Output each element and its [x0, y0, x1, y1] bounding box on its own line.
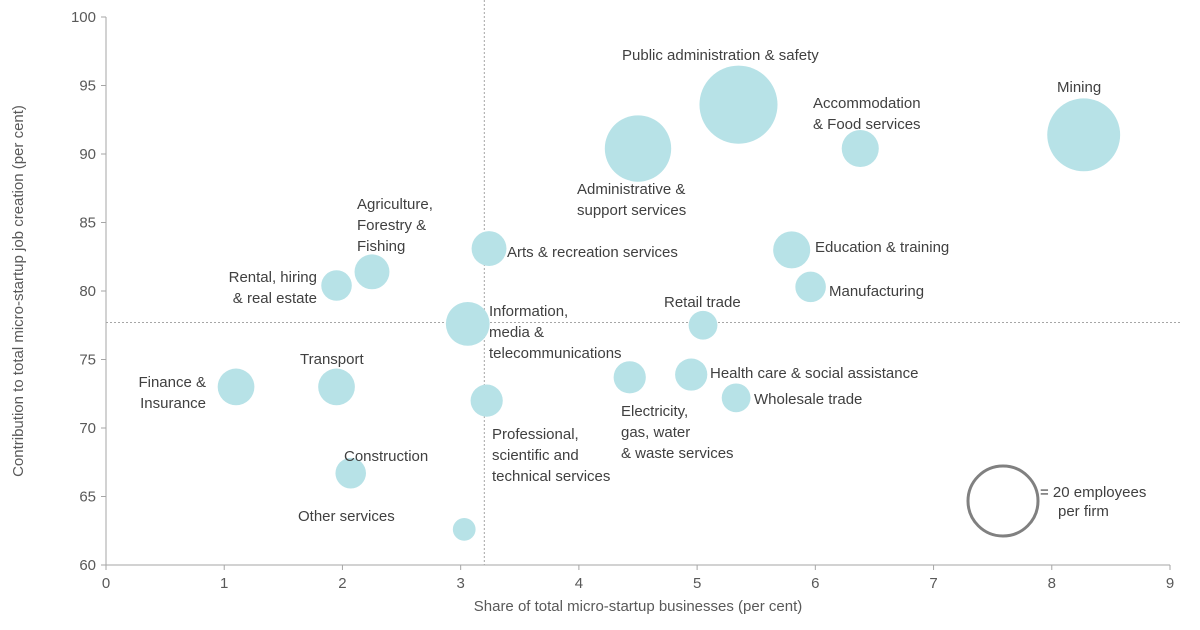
- axis-ticks: 0 1 2 3 4 5 6 7 8 9 60 65 70 75 80 85 90 95 100: [71, 9, 1174, 592]
- bubble-label: Arts & recreation services: [507, 244, 678, 261]
- x-tick-label: 2: [338, 575, 346, 592]
- bubble: Arts & recreation services: [471, 231, 507, 266]
- bubble: Administrative & support services: [604, 115, 672, 182]
- y-tick-label: 90: [79, 146, 96, 163]
- bubble-label: Manufacturing: [829, 283, 924, 300]
- bubble-label: Rental, hiring & real estate: [229, 269, 317, 307]
- y-tick-label: 85: [79, 215, 96, 232]
- bubble-label: Retail trade: [664, 294, 741, 311]
- x-axis-title: Share of total micro-startup businesses …: [474, 598, 802, 615]
- x-tick-label: 7: [929, 575, 937, 592]
- bubble: Wholesale trade: [721, 383, 751, 413]
- bubble: Construction: [335, 457, 366, 489]
- bubbles: Public administration & safety Mining Admi…: [217, 65, 1121, 541]
- bubble: Finance & Insurance: [217, 368, 255, 406]
- x-tick-label: 5: [693, 575, 701, 592]
- x-tick-label: 3: [456, 575, 464, 592]
- y-tick-label: 70: [79, 420, 96, 437]
- bubble: Health care & social assistance: [675, 358, 708, 391]
- bubble-label: Health care & social assistance: [710, 365, 918, 382]
- bubble: Accommodation & Food services: [841, 129, 879, 168]
- reference-lines: [106, 0, 1182, 565]
- bubble-label: Construction: [344, 448, 428, 465]
- y-tick-label: 100: [71, 9, 96, 26]
- bubble-label: Professional, scientific and technical ser…: [492, 426, 610, 485]
- bubble-labels: Public administration & safety Mining Admi…: [138, 47, 1101, 525]
- size-legend: = 20 employees per firm: [966, 464, 1146, 538]
- legend-label: = 20 employees per firm: [1040, 484, 1146, 520]
- x-tick-label: 1: [220, 575, 228, 592]
- bubble-label: Other services: [298, 508, 395, 525]
- y-tick-label: 95: [79, 78, 96, 95]
- bubble-label: Administrative & support services: [577, 181, 686, 219]
- bubble-label: Wholesale trade: [754, 391, 862, 408]
- bubble-label: Mining: [1057, 79, 1101, 96]
- bubble-label: Accommodation & Food services: [813, 95, 921, 133]
- bubble: Mining: [1047, 98, 1121, 172]
- bubble: Agriculture, Forestry & Fishing: [354, 254, 390, 290]
- x-tick-label: 9: [1166, 575, 1174, 592]
- x-tick-label: 6: [811, 575, 819, 592]
- bubble-label: Information, media & telecommunications: [489, 303, 622, 362]
- bubble: Public administration & safety: [699, 65, 778, 144]
- bubble: Education & training: [773, 231, 811, 269]
- bubble: Retail trade: [688, 310, 718, 340]
- y-tick-label: 65: [79, 489, 96, 506]
- bubble-label: Transport: [300, 351, 364, 368]
- bubble: Professional, scientific and technical s…: [470, 384, 503, 417]
- bubble: Information, media & telecommunications: [445, 301, 490, 346]
- bubble: Manufacturing: [795, 271, 826, 303]
- y-tick-label: 60: [79, 557, 96, 574]
- y-tick-label: 80: [79, 283, 96, 300]
- bubble: Transport: [318, 368, 355, 406]
- y-axis-title: Contribution to total micro-startup job …: [10, 105, 27, 477]
- bubble: Electricity, gas, water & waste services: [613, 361, 646, 394]
- bubble-label: Public administration & safety: [622, 47, 819, 64]
- x-tick-label: 4: [575, 575, 583, 592]
- bubble-label: Finance & Insurance: [138, 374, 206, 412]
- bubble: Rental, hiring & real estate: [321, 270, 352, 301]
- bubble-label: Education & training: [815, 239, 949, 256]
- y-tick-label: 75: [79, 352, 96, 369]
- bubble-label: Electricity, gas, water & waste services: [621, 403, 734, 462]
- x-tick-label: 8: [1048, 575, 1056, 592]
- bubble: Other services: [452, 517, 476, 541]
- legend-reference-bubble: [966, 464, 1040, 538]
- x-tick-label: 0: [102, 575, 110, 592]
- bubble-label: Agriculture, Forestry & Fishing: [357, 196, 433, 255]
